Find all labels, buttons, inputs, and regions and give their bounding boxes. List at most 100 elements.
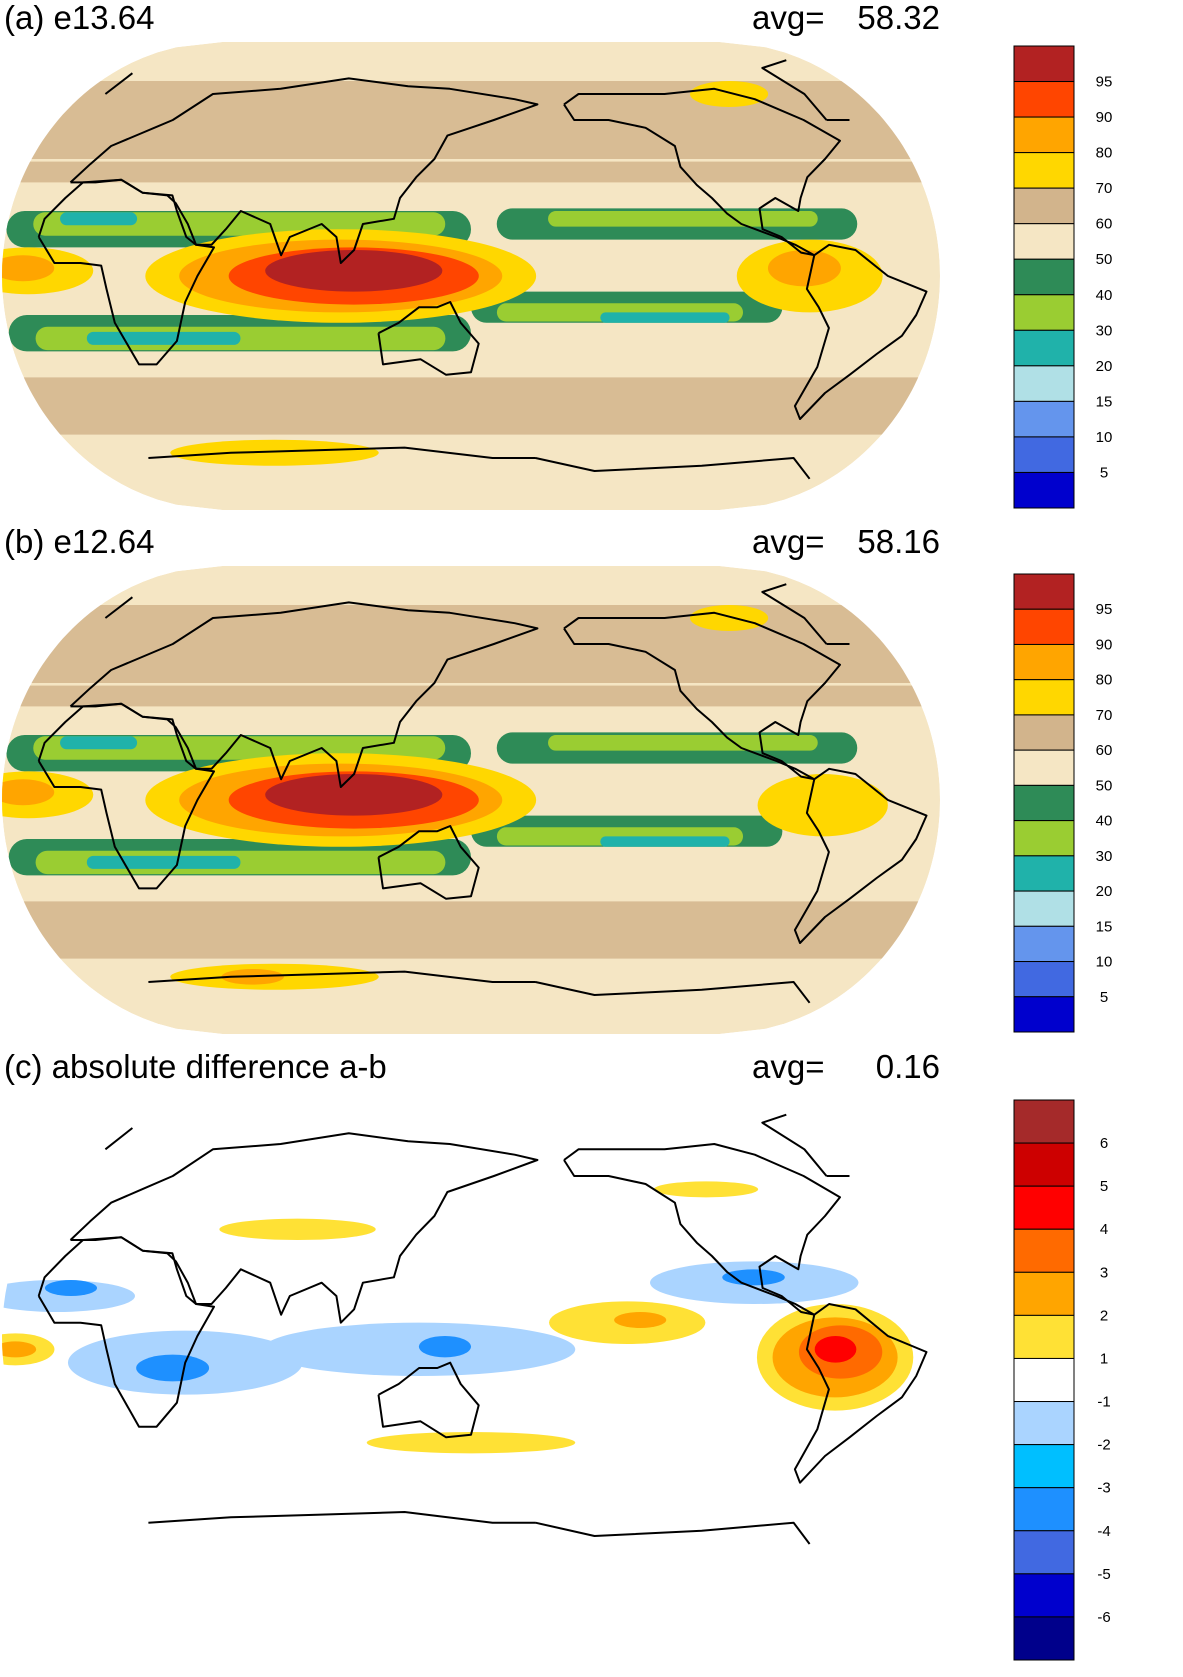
coastline-c-1-0: [37, 1236, 215, 1428]
colorbar-box-b-11: [1013, 961, 1075, 998]
colorbar-label-c-8: -3: [1097, 1480, 1110, 1497]
field-band-a-5: [86, 331, 241, 345]
colorbar-box-a-4: [1013, 187, 1075, 225]
coastline-a-2-0: [377, 301, 480, 376]
coastline-b-1-0: [37, 702, 215, 890]
colorbar-box-a-9: [1013, 365, 1075, 402]
coastlines-c: [37, 1113, 928, 1545]
colorbar-c: 6 5 4 3 2 1 -1 -2 -3 -4 -5 -6: [1013, 1099, 1111, 1661]
colorbar-box-b-10: [1013, 925, 1075, 963]
colorbar-label-b-1: 90: [1096, 636, 1113, 653]
coastline-c-6-2: [761, 1113, 828, 1177]
colorbar-b: 95 90 80 70 60 50 40 30 20 15 10 5: [1013, 573, 1113, 1033]
coastline-a-5-1: [148, 446, 536, 459]
field-blob-c-18: [653, 1181, 759, 1198]
colorbar-box-a-7: [1013, 294, 1075, 331]
colorbar-box-c-5: [1013, 1314, 1075, 1359]
colorbar-label-c-9: -4: [1097, 1523, 1110, 1540]
colorbar-box-b-5: [1013, 749, 1075, 786]
field-blob-a-20: [689, 81, 769, 107]
colorbar-box-a-11: [1013, 436, 1075, 473]
colorbar-box-a-1: [1013, 81, 1075, 118]
colorbar-label-b-9: 15: [1096, 918, 1113, 935]
colorbar-label-c-6: -1: [1097, 1394, 1110, 1411]
coastline-b-5-1: [148, 970, 536, 983]
coastline-a-3-0: [563, 87, 841, 257]
colorbar-label-b-5: 50: [1096, 777, 1113, 794]
colorbar-box-c-11: [1013, 1573, 1075, 1618]
colorbar-label-a-0: 95: [1096, 74, 1113, 91]
field-band-b-2: [60, 736, 138, 750]
tan-zone-b-1: [2, 901, 940, 959]
field-blob-c-7: [722, 1269, 785, 1286]
colorbar-label-a-6: 40: [1096, 287, 1113, 304]
colorbar-box-b-4: [1013, 714, 1075, 751]
field-blob-c-5: [418, 1336, 472, 1358]
colorbar-label-c-4: 2: [1100, 1307, 1108, 1324]
colorbar-label-a-8: 20: [1096, 358, 1113, 375]
field-blob-a-16: [767, 250, 841, 287]
coastline-c-5-0: [535, 1521, 811, 1545]
field-band-b-8: [600, 836, 730, 847]
colorbar-box-a-0: [1013, 45, 1075, 83]
colorbar-box-b-0: [1013, 573, 1075, 610]
coastlines-a: [37, 59, 928, 480]
coastline-a-6-1: [104, 72, 134, 95]
colorbar-label-c-1: 5: [1100, 1178, 1108, 1195]
colorbar-box-c-2: [1013, 1185, 1075, 1230]
panel-b-avg-value: 58.16: [857, 523, 940, 560]
map-panel-b: [2, 566, 940, 1034]
colorbar-box-c-3: [1013, 1228, 1075, 1273]
field-blob-c-16: [219, 1218, 376, 1241]
colorbar-box-a-6: [1013, 258, 1075, 296]
field-blob-c-9: [614, 1312, 667, 1328]
field-blob-c-3: [136, 1354, 210, 1382]
colorbar-label-c-0: 6: [1100, 1135, 1108, 1152]
colorbar-box-a-3: [1013, 152, 1075, 189]
coastline-c-4-0: [793, 1303, 928, 1484]
field-blob-a-19: [170, 439, 379, 466]
coastline-c-0-0: [69, 1132, 539, 1324]
coastline-c-2-0: [377, 1361, 480, 1439]
colorbar-label-c-11: -6: [1097, 1609, 1110, 1626]
colorbar-label-b-0: 95: [1096, 601, 1113, 618]
coastline-a-1-0: [37, 178, 215, 366]
colorbar-box-c-9: [1013, 1487, 1075, 1532]
colorbar-box-c-6: [1013, 1357, 1075, 1403]
colorbar-box-a-10: [1013, 400, 1075, 438]
panel-c-avg-label: avg=: [752, 1048, 825, 1085]
panel-b-avg-label: avg=: [752, 523, 825, 560]
colorbar-box-b-3: [1013, 679, 1075, 716]
colorbar-box-c-1: [1013, 1142, 1075, 1187]
field-band-b-10: [548, 735, 818, 751]
colorbar-label-a-9: 15: [1096, 393, 1113, 410]
coastline-b-2-0: [377, 825, 480, 900]
field-band-a-2: [60, 212, 138, 226]
field-band-a-8: [600, 312, 730, 323]
coastlines-b: [37, 583, 928, 1004]
field-blob-a-14: [265, 249, 443, 292]
tan-zone-a-2: [2, 161, 940, 183]
panel-b-title: (b) e12.64: [4, 523, 155, 560]
colorbar-label-b-6: 40: [1096, 813, 1113, 830]
tan-zone-b-0: [2, 605, 940, 683]
field-blob-c-13: [814, 1336, 857, 1363]
field-layer-a: [2, 42, 940, 510]
colorbar-box-a-12: [1013, 471, 1075, 509]
colorbar-label-c-10: -5: [1097, 1566, 1110, 1583]
tan-zone-a-1: [2, 377, 940, 435]
colorbar-label-b-2: 80: [1096, 672, 1113, 689]
coastline-a-5-0: [535, 457, 811, 480]
field-blob-a-18: [2, 255, 55, 282]
colorbar-label-a-10: 10: [1096, 429, 1113, 446]
colorbar-label-b-8: 20: [1096, 883, 1113, 900]
panel-c-avg-value: 0.16: [875, 1048, 940, 1085]
colorbar-label-a-2: 80: [1096, 145, 1113, 162]
coastline-b-6-1: [104, 596, 134, 619]
field-band-a-10: [548, 211, 818, 227]
field-layer-b: [2, 566, 940, 1034]
panel-a-title: (a) e13.64: [4, 0, 155, 36]
colorbar-label-a-1: 90: [1096, 109, 1113, 126]
field-blob-b-14: [265, 774, 443, 816]
coastline-b-6-2: [761, 583, 828, 645]
